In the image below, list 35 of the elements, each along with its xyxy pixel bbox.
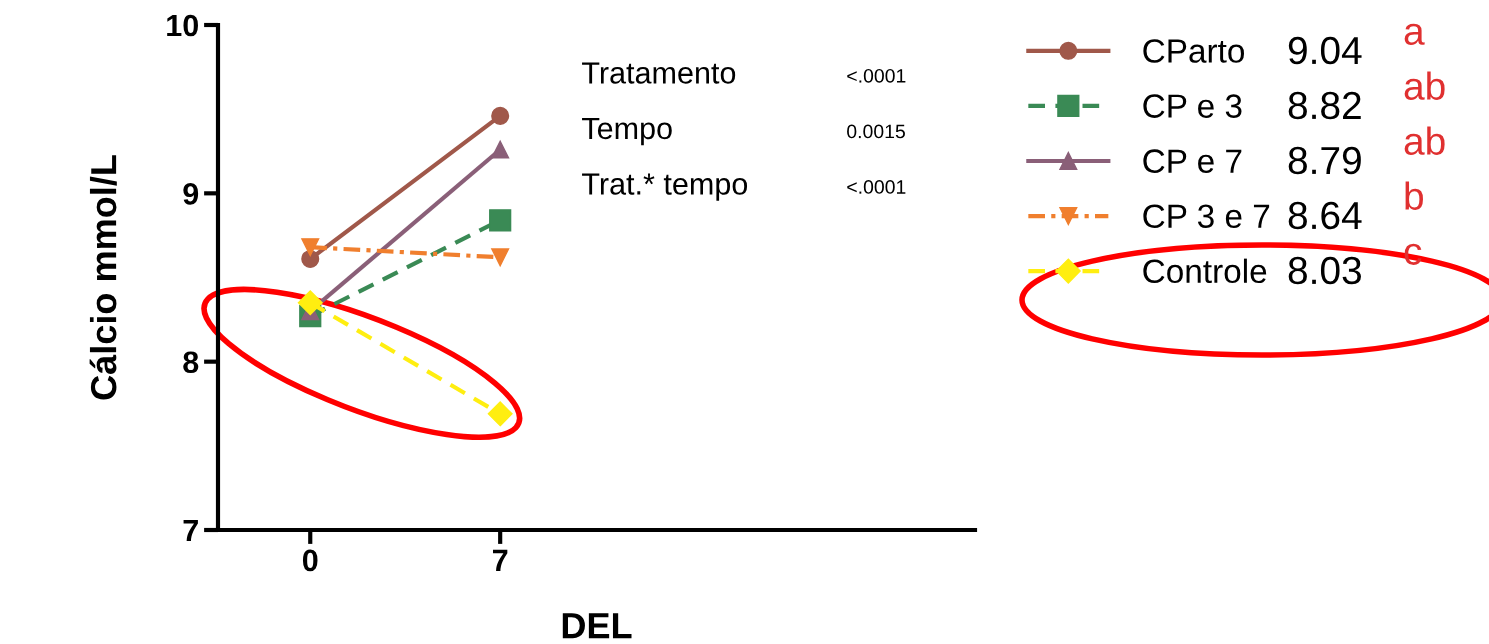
text: b	[1405, 181, 1423, 210]
y-tick-label: 8	[183, 351, 199, 374]
y-tick-label: 10	[167, 14, 198, 37]
legend-label: CParto	[1143, 39, 1245, 63]
annotation: 0.0015	[847, 124, 905, 139]
legend-label: Controle	[1143, 258, 1267, 284]
y-tick-label: 9	[183, 183, 199, 205]
annotation: <.0001	[847, 68, 906, 83]
text: ab	[1404, 126, 1445, 155]
annotation: Tempo	[582, 117, 672, 146]
y-axis-title: Cálcio mmol/L	[89, 155, 117, 400]
y-tick-label: 7	[183, 520, 198, 542]
legend-label: CP e 3	[1143, 94, 1242, 118]
point	[491, 248, 510, 267]
point	[297, 290, 323, 316]
text: 8.82	[1288, 91, 1361, 120]
point	[487, 401, 513, 427]
text: a	[1404, 23, 1425, 45]
annotation: Tratamento	[582, 62, 736, 84]
point	[489, 209, 512, 232]
text: 8.03	[1288, 256, 1361, 285]
point	[491, 106, 510, 125]
text: c	[1404, 243, 1422, 265]
annotation: <.0001	[847, 180, 906, 194]
legend-label: CP 3 e 7	[1143, 204, 1270, 229]
point	[491, 140, 510, 159]
text: 8.79	[1288, 146, 1361, 175]
legend-label: CP e 7	[1143, 149, 1242, 173]
point	[301, 238, 320, 257]
text: ab	[1404, 71, 1445, 100]
x-axis-title: DEL	[562, 613, 632, 639]
x-tick-label: 0	[302, 549, 318, 572]
annotation: Trat.* tempo	[582, 173, 748, 201]
text: 8.64	[1288, 201, 1362, 230]
text: 9.04	[1288, 36, 1362, 65]
